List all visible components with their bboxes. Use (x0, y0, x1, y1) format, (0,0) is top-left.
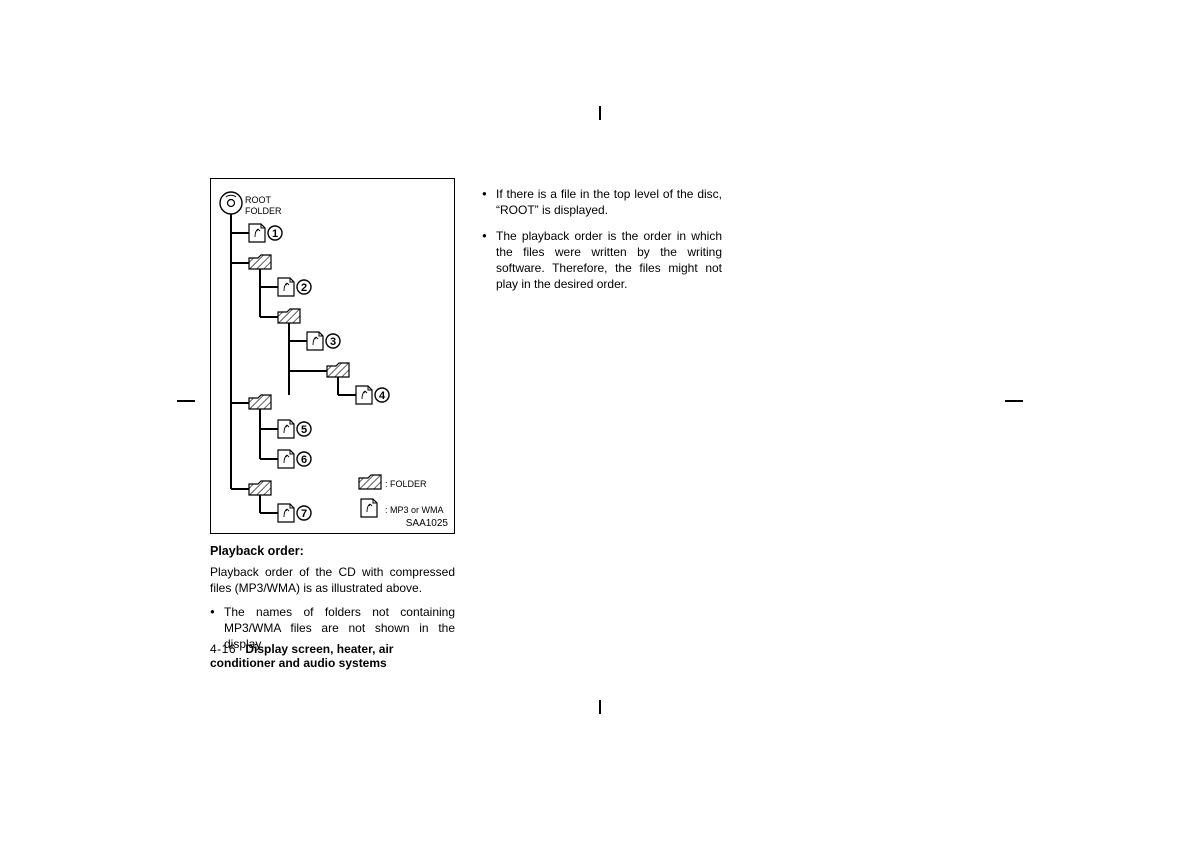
page-footer: 4-16 Display screen, heater, air conditi… (210, 642, 455, 670)
section-title: Playback order: (210, 544, 455, 558)
crop-mark-top (599, 106, 601, 120)
image-id: SAA1025 (406, 518, 448, 529)
footer-title: Display screen, heater, air conditioner … (210, 642, 393, 670)
right-bullet-1: If there is a file in the top level of t… (482, 186, 722, 218)
legend-file: : MP3 or WMA (385, 505, 444, 515)
svg-text:5: 5 (301, 424, 307, 436)
page-number: 4-16 (210, 642, 236, 656)
legend-folder: : FOLDER (385, 479, 427, 489)
crop-mark-left (177, 400, 195, 402)
svg-text:1: 1 (272, 228, 278, 240)
root-label-line2: FOLDER (245, 206, 282, 217)
left-column: 1 2 3 (210, 178, 455, 662)
svg-text:7: 7 (301, 508, 307, 520)
svg-text:2: 2 (301, 282, 307, 294)
right-bullet-list: If there is a file in the top level of t… (482, 186, 722, 292)
svg-text:3: 3 (330, 336, 336, 348)
crop-mark-bottom (599, 700, 601, 714)
intro-paragraph: Playback order of the CD with compressed… (210, 564, 455, 596)
root-label: ROOT FOLDER (245, 195, 282, 217)
root-label-line1: ROOT (245, 195, 282, 206)
playback-diagram: 1 2 3 (210, 178, 455, 534)
right-bullet-2: The playback order is the order in which… (482, 228, 722, 292)
svg-text:6: 6 (301, 454, 307, 466)
svg-text:4: 4 (379, 390, 386, 402)
right-column: If there is a file in the top level of t… (482, 178, 722, 302)
crop-mark-right (1005, 400, 1023, 402)
